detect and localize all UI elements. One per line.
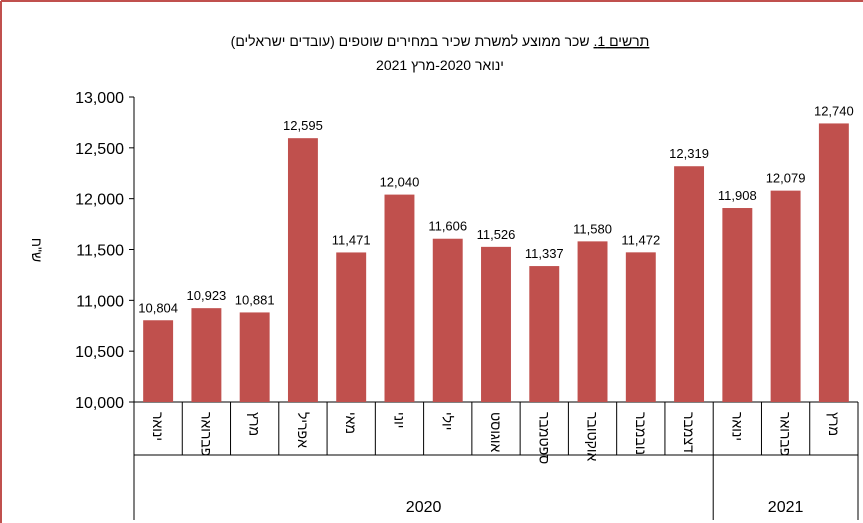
group-label: 2020 [406,499,442,516]
x-tick-label: אוגוסט [488,412,504,453]
value-label: 11,472 [621,232,660,247]
y-tick-label: 12,500 [75,141,124,158]
x-tick-label: פברואר [198,412,214,456]
value-label: 11,526 [477,227,516,242]
bar [432,238,463,402]
bar [529,266,560,402]
title-text: שכר ממוצע למשרת שכיר במחירים שוטפים (עוב… [231,33,590,49]
value-label: 10,881 [235,292,275,307]
bar [625,252,656,402]
value-label: 11,471 [332,232,371,247]
bar [287,138,318,403]
title-prefix: תרשים 1. [594,33,650,49]
x-tick-label: מאי [343,412,359,434]
x-tick-label: אפריל [295,412,311,448]
bar [191,308,222,402]
y-tick-label: 10,500 [75,344,124,361]
value-label: 11,337 [525,246,564,261]
bar [239,312,270,402]
value-label: 10,923 [187,288,227,303]
chart-title: תרשים 1. שכר ממוצע למשרת שכיר במחירים שו… [231,33,650,49]
x-tick-label: יוני [391,412,407,428]
bar [384,194,415,402]
value-label: 11,580 [573,221,612,236]
x-tick-label: דצמבר [681,412,697,453]
bar [818,123,849,402]
x-tick-label: ינואר [729,412,745,441]
group-label: 2021 [768,499,804,516]
x-tick-label: מרץ [826,412,842,436]
value-label: 12,040 [380,175,420,190]
x-tick-label: ספטמבר [536,412,552,464]
y-tick-label: 13,000 [75,90,124,107]
value-label: 12,079 [766,171,806,186]
value-label: 11,908 [718,188,757,203]
x-tick-label: מרץ [247,412,263,436]
y-axis-label: ש"ח [29,238,45,262]
x-tick-label: ינואר [150,412,166,441]
bar [770,190,801,402]
value-label: 11,606 [428,219,467,234]
bar [481,246,511,402]
y-tick-label: 10,000 [75,395,124,412]
value-label: 12,319 [669,146,709,161]
value-label: 12,740 [814,103,854,118]
x-tick-label: פברואר [778,412,794,456]
bar [722,208,753,402]
value-label: 12,595 [283,118,323,133]
chart-subtitle: ינואר 2020-מרץ 2021 [376,57,504,73]
bar [336,252,367,402]
bar [143,320,174,402]
x-tick-label: נובמבר [633,412,649,455]
bar [674,166,705,402]
value-label: 10,804 [138,300,178,315]
x-tick-label: יולי [440,412,456,430]
y-tick-label: 11,000 [76,293,124,310]
y-tick-label: 11,500 [76,243,124,260]
bar [577,241,608,402]
x-tick-label: אוקטובר [585,412,601,462]
y-tick-label: 12,000 [75,192,124,209]
